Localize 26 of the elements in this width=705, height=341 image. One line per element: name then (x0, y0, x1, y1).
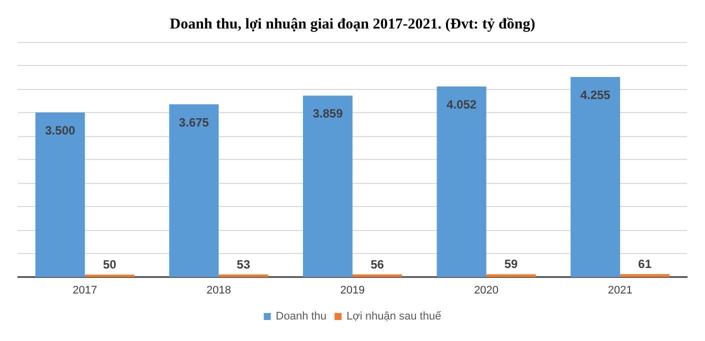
data-label: 3.500 (45, 124, 76, 138)
bar (35, 112, 85, 277)
data-label: 3.675 (178, 115, 210, 130)
data-label: 53 (236, 258, 250, 272)
x-tick-label: 2020 (474, 284, 499, 296)
x-tick-label: 2018 (206, 284, 231, 296)
data-label: 4.052 (446, 98, 477, 112)
data-label: 50 (102, 258, 117, 272)
legend-label: Doanh thu (276, 310, 327, 322)
data-label: 59 (504, 257, 518, 272)
bar (352, 274, 402, 277)
bar (436, 86, 486, 277)
x-tick-label: 2019 (340, 284, 365, 296)
data-label: 61 (638, 257, 652, 272)
data-label: 4.255 (580, 88, 611, 102)
bar (570, 77, 620, 277)
bar (486, 274, 536, 277)
x-tick-label: 2017 (72, 284, 98, 296)
chart-title: Doanh thu, lợi nhuận giai đoạn 2017-2021. (Đvt: tỷ đồng) (170, 16, 536, 32)
legend-label: Lợi nhuận sau thuế (346, 310, 442, 322)
x-tick-label: 2021 (608, 284, 632, 296)
bar (620, 274, 670, 277)
bar (302, 96, 352, 277)
bar (169, 104, 219, 277)
data-label: 56 (370, 257, 384, 272)
data-label: 3.859 (312, 106, 344, 121)
